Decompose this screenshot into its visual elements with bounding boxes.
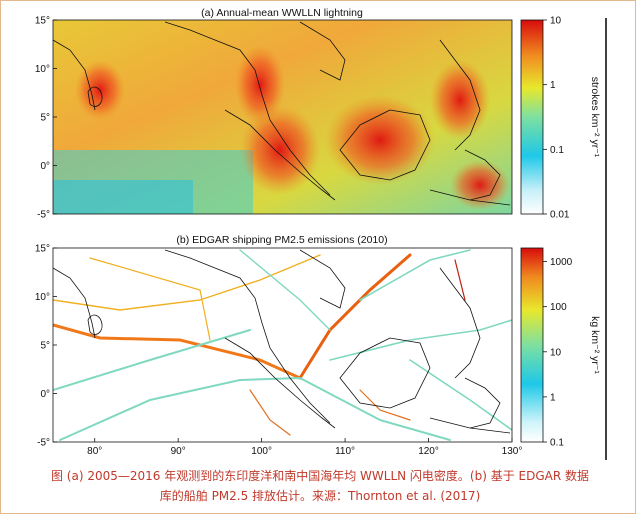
x-tick-label: 120° [418,446,439,457]
y-tick-label: 15° [35,244,50,255]
panel-b-map [53,248,512,442]
colorbar-tick-label: 1000 [550,257,573,268]
panel-a-coastlines [53,21,511,206]
panel-a-colorbar-ticks: 10 1 0.1 0.01 [543,16,570,221]
panel-a-map [53,20,512,214]
panel-b-coastlines [53,249,511,434]
panel-a-y-ticks: 15° 10° 5° 0° -5° [35,16,57,221]
caption-line-1: 图 (a) 2005—2016 年观测到的东印度洋和南中国海年均 WWLLN 闪… [50,469,590,483]
lane-sunda-west [59,377,301,441]
y-tick-label: 15° [35,16,50,27]
y-tick-label: 10° [35,64,50,75]
lane-scs-main [298,253,412,380]
lane-indian-main [53,323,302,380]
panel-a-hotspot-borneo [325,95,435,185]
lane-sumatra-river [249,389,291,436]
y-tick-label: -5° [37,438,50,449]
y-tick-label: -5° [37,210,50,221]
lane-gulf-thailand [239,249,331,331]
y-tick-label: 10° [35,292,50,303]
lane-andaman [89,257,211,341]
y-tick-label: 0° [40,389,50,400]
y-tick-label: 0° [40,161,50,172]
x-tick-label: 80° [87,446,102,457]
lane-east [329,319,512,361]
x-tick-label: 130° [502,446,523,457]
panel-a-colorbar-label: strokes km⁻² yr⁻¹ [589,77,601,158]
lane-borneo-river [359,389,411,421]
panel-a: (a) Annual-mean WWLLN lightning 15°10°5°… [35,7,601,221]
panel-a-hotspot-philippines [430,60,490,140]
panel-b-x-ticks: 80° 90° 100° 110° 120° 130° [87,438,522,457]
panel-b: (b) EDGAR shipping PM2.5 emissions (2010… [35,234,601,457]
y-tick-label: 5° [40,113,50,124]
panel-b-colorbar-label: kg km⁻² yr⁻¹ [589,316,601,374]
panel-a-hotspot-malay [235,45,285,125]
lane-indian-south [53,329,251,391]
panel-b-colorbar-ticks: 1000 100 10 1 0.1 [543,257,573,449]
panel-b-title: (b) EDGAR shipping PM2.5 emissions (2010… [176,234,387,246]
panel-a-colorbar [520,19,544,215]
panel-a-low-south [53,180,193,214]
x-tick-label: 110° [335,446,355,457]
caption-line-2: 库的船舶 PM2.5 排放估计。来源：Thornton et al. (2017… [159,489,481,503]
lane-bay-bengal [53,254,321,311]
lane-java [299,377,451,441]
colorbar-tick-label: 10 [550,16,562,27]
panel-b-shipping-lanes [53,249,512,441]
lane-philippines [454,259,466,301]
colorbar-tick-label: 0.1 [550,145,564,156]
colorbar-tick-label: 1 [550,80,556,91]
colorbar-tick-label: 100 [550,302,567,313]
lane-northeast [359,249,471,301]
figure-caption: 图 (a) 2005—2016 年观测到的东印度洋和南中国海年均 WWLLN 闪… [14,466,626,506]
panel-a-hotspot-sulawesi [450,160,510,210]
lane-makassar [409,359,512,431]
panel-b-y-ticks: 15° 10° 5° 0° -5° [35,244,57,449]
panel-a-title: (a) Annual-mean WWLLN lightning [201,7,363,19]
colorbar-tick-label: 1 [550,392,556,403]
y-tick-label: 5° [40,341,50,352]
colorbar-tick-label: 0.01 [550,210,570,221]
x-tick-label: 90° [171,446,186,457]
panel-b-colorbar [520,247,544,443]
x-tick-label: 100° [251,446,272,457]
colorbar-tick-label: 0.1 [550,438,564,449]
colorbar-tick-label: 10 [550,347,562,358]
